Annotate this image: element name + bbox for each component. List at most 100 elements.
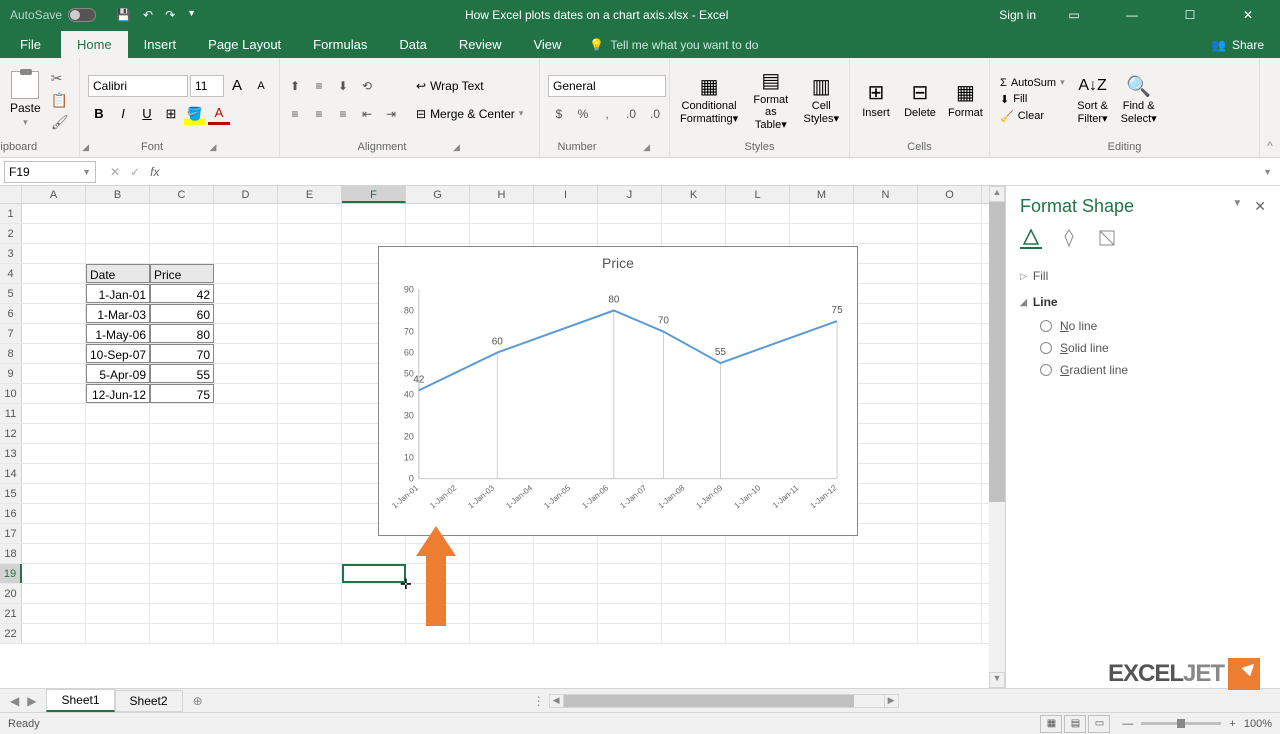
row-header[interactable]: 7 [0, 324, 22, 343]
row-header[interactable]: 4 [0, 264, 22, 283]
cell[interactable] [598, 204, 662, 223]
formula-input[interactable] [165, 161, 1255, 183]
col-header[interactable]: M [790, 186, 854, 203]
cell[interactable] [470, 204, 534, 223]
cell[interactable]: 10-Sep-07 [86, 344, 150, 363]
cell[interactable] [86, 624, 150, 643]
cell[interactable] [150, 564, 214, 583]
row-header[interactable]: 1 [0, 204, 22, 223]
format-painter-icon[interactable]: 🖌 [51, 114, 67, 130]
cell[interactable] [918, 524, 982, 543]
cell[interactable] [662, 224, 726, 243]
cell[interactable] [918, 464, 982, 483]
cell[interactable] [214, 204, 278, 223]
row-header[interactable]: 22 [0, 624, 22, 643]
price-chart[interactable]: Price 01020304050607080901-Jan-011-Jan-0… [378, 246, 858, 536]
cell[interactable] [342, 624, 406, 643]
cell[interactable]: 55 [150, 364, 214, 383]
align-bottom-icon[interactable]: ⬇ [332, 75, 354, 97]
cell[interactable] [918, 384, 982, 403]
cell[interactable] [86, 404, 150, 423]
cell[interactable] [534, 204, 598, 223]
cell[interactable] [918, 544, 982, 563]
align-top-icon[interactable]: ⬆ [284, 75, 306, 97]
col-header[interactable]: G [406, 186, 470, 203]
cell[interactable] [918, 624, 982, 643]
bold-button[interactable]: B [88, 103, 110, 125]
cell[interactable] [854, 264, 918, 283]
cell[interactable] [278, 484, 342, 503]
cell[interactable] [278, 244, 342, 263]
cell[interactable] [214, 404, 278, 423]
cell[interactable] [342, 584, 406, 603]
tab-view[interactable]: View [517, 31, 577, 58]
format-as-table-button[interactable]: ▤ Format asTable▾ [744, 66, 797, 132]
qat-customize-icon[interactable]: ▼ [187, 8, 196, 22]
cell[interactable] [854, 324, 918, 343]
cell[interactable] [406, 624, 470, 643]
cell[interactable] [854, 464, 918, 483]
cell[interactable] [854, 284, 918, 303]
ribbon-display-icon[interactable]: ▭ [1054, 8, 1094, 22]
cell[interactable] [726, 604, 790, 623]
cell[interactable] [22, 484, 86, 503]
row-header[interactable]: 5 [0, 284, 22, 303]
select-all-corner[interactable] [0, 186, 22, 203]
cell[interactable] [214, 384, 278, 403]
cell[interactable] [214, 344, 278, 363]
align-middle-icon[interactable]: ≡ [308, 75, 330, 97]
cell[interactable] [790, 564, 854, 583]
paste-dropdown-icon[interactable]: ▾ [23, 117, 28, 128]
size-tab-icon[interactable] [1096, 227, 1118, 249]
row-header[interactable]: 17 [0, 524, 22, 543]
alignment-launcher-icon[interactable]: ◢ [451, 142, 461, 152]
cell[interactable] [214, 364, 278, 383]
cell[interactable] [278, 404, 342, 423]
cell[interactable] [406, 224, 470, 243]
cell[interactable] [278, 304, 342, 323]
cell[interactable] [534, 624, 598, 643]
gradient-line-option[interactable]: Gradient line [1040, 359, 1266, 381]
cell[interactable] [150, 484, 214, 503]
tab-data[interactable]: Data [383, 31, 442, 58]
tab-insert[interactable]: Insert [128, 31, 193, 58]
save-icon[interactable]: 💾 [116, 8, 131, 22]
cell[interactable] [918, 204, 982, 223]
cell[interactable] [214, 264, 278, 283]
cell[interactable] [854, 484, 918, 503]
cell[interactable] [854, 204, 918, 223]
collapse-ribbon-icon[interactable]: ^ [1260, 58, 1280, 157]
solid-line-option[interactable]: Solid line [1040, 337, 1266, 359]
col-header[interactable]: K [662, 186, 726, 203]
cell[interactable] [278, 344, 342, 363]
row-header[interactable]: 3 [0, 244, 22, 263]
cell[interactable] [918, 584, 982, 603]
cell[interactable] [86, 244, 150, 263]
zoom-out-icon[interactable]: — [1122, 718, 1133, 730]
cell[interactable] [150, 444, 214, 463]
row-header[interactable]: 20 [0, 584, 22, 603]
cell[interactable] [214, 504, 278, 523]
cell[interactable] [854, 604, 918, 623]
col-header[interactable]: I [534, 186, 598, 203]
cell[interactable] [278, 544, 342, 563]
scroll-up-icon[interactable]: ▲ [989, 186, 1005, 202]
cell[interactable] [278, 584, 342, 603]
cell[interactable] [470, 624, 534, 643]
cell[interactable] [22, 564, 86, 583]
cell[interactable] [918, 324, 982, 343]
scroll-down-icon[interactable]: ▼ [989, 672, 1005, 688]
cell[interactable] [726, 564, 790, 583]
sheet2-tab[interactable]: Sheet2 [115, 690, 183, 712]
increase-decimal-icon[interactable]: .0 [620, 103, 642, 125]
cell[interactable] [278, 384, 342, 403]
cell[interactable] [22, 384, 86, 403]
scroll-thumb[interactable] [989, 202, 1005, 502]
cell[interactable] [22, 344, 86, 363]
cell[interactable] [150, 404, 214, 423]
cell[interactable] [214, 544, 278, 563]
align-right-icon[interactable]: ≡ [332, 103, 354, 125]
cell[interactable] [726, 224, 790, 243]
percent-icon[interactable]: % [572, 103, 594, 125]
col-header[interactable]: N [854, 186, 918, 203]
